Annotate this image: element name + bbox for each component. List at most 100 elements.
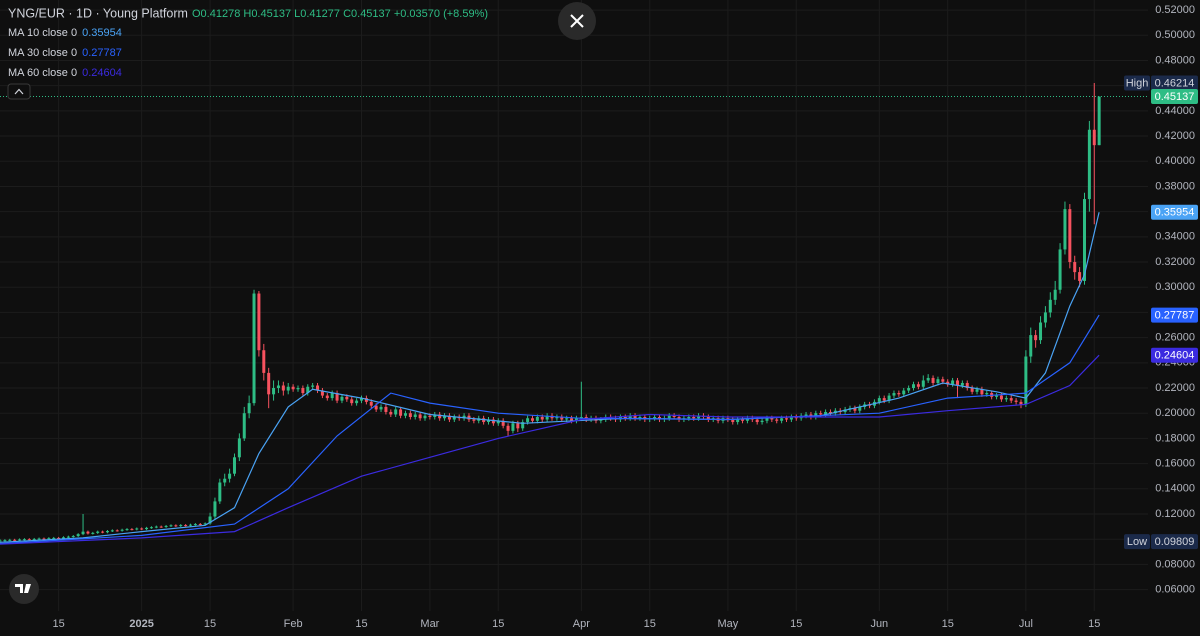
candle-body bbox=[252, 293, 256, 404]
candle-body bbox=[154, 526, 158, 528]
candle-body bbox=[174, 525, 178, 527]
candle-body bbox=[628, 415, 632, 419]
candle-body bbox=[66, 536, 70, 538]
marker-tag: High bbox=[1126, 77, 1149, 89]
candle-body bbox=[638, 416, 642, 419]
candle-body bbox=[995, 395, 999, 397]
candle-body bbox=[272, 388, 276, 395]
collapse-icon bbox=[14, 88, 24, 95]
candle-body bbox=[1053, 289, 1057, 300]
candle-body bbox=[0, 540, 2, 542]
candle-body bbox=[369, 401, 373, 406]
candle-body bbox=[653, 416, 657, 419]
candle-body bbox=[555, 416, 559, 419]
candle-body bbox=[71, 536, 75, 538]
candle-body bbox=[276, 385, 280, 389]
candle-body bbox=[521, 422, 525, 429]
price-label: 0.27787 bbox=[1155, 310, 1195, 322]
candle-body bbox=[560, 416, 564, 420]
y-tick-label: 0.30000 bbox=[1155, 281, 1195, 293]
logo-badge bbox=[9, 574, 39, 604]
legend-value: 0.24604 bbox=[82, 67, 122, 79]
candle-body bbox=[1082, 199, 1086, 281]
y-tick-label: 0.16000 bbox=[1155, 458, 1195, 470]
candle-body bbox=[731, 419, 735, 423]
price-label: 0.46214 bbox=[1155, 77, 1195, 89]
candle-body bbox=[433, 414, 437, 417]
candle-body bbox=[345, 396, 349, 400]
candle-body bbox=[941, 379, 945, 382]
y-tick-label: 0.14000 bbox=[1155, 483, 1195, 495]
price-label-box bbox=[1151, 75, 1198, 91]
candle-body bbox=[242, 413, 246, 439]
candle-body bbox=[57, 537, 61, 540]
candle-body bbox=[228, 473, 232, 479]
candle-body bbox=[76, 534, 80, 537]
candle-body bbox=[1039, 322, 1043, 341]
x-tick-label: 15 bbox=[355, 618, 367, 630]
candle-body bbox=[877, 398, 881, 402]
grid bbox=[0, 0, 1148, 611]
candle-body bbox=[52, 537, 56, 539]
candle-body bbox=[1014, 400, 1018, 402]
candle-body bbox=[325, 395, 329, 399]
candle-body bbox=[62, 537, 66, 540]
candle-body bbox=[623, 416, 627, 419]
candle-body bbox=[692, 416, 696, 419]
x-tick-label: Apr bbox=[573, 618, 590, 630]
candle-body bbox=[633, 415, 637, 419]
candle-body bbox=[496, 420, 500, 424]
candle-body bbox=[1029, 335, 1033, 357]
candle-body bbox=[1043, 312, 1047, 323]
candle-body bbox=[1034, 335, 1038, 341]
candle-body bbox=[1073, 262, 1077, 273]
candle-body bbox=[951, 380, 955, 385]
candle-body bbox=[672, 415, 676, 417]
x-tick-label: May bbox=[717, 618, 738, 630]
candle-body bbox=[428, 415, 432, 417]
y-tick-label: 0.40000 bbox=[1155, 155, 1195, 167]
candle-body bbox=[140, 528, 144, 530]
candle-body bbox=[389, 411, 393, 415]
candle-body bbox=[379, 406, 383, 410]
candle-body bbox=[487, 419, 491, 423]
candle-body bbox=[491, 419, 495, 424]
legend-value: 0.27787 bbox=[82, 47, 122, 59]
candle-body bbox=[247, 403, 251, 414]
candle-body bbox=[882, 398, 886, 401]
candle-body bbox=[1063, 209, 1067, 250]
price-label-box bbox=[1151, 89, 1198, 105]
candle-body bbox=[545, 415, 549, 420]
candle-body bbox=[530, 418, 534, 421]
candle-body bbox=[745, 418, 749, 421]
candle-body bbox=[999, 395, 1003, 400]
candle-body bbox=[1024, 356, 1028, 405]
y-tick-label: 0.26000 bbox=[1155, 332, 1195, 344]
marker-tag-box bbox=[1124, 534, 1150, 550]
candle-body bbox=[340, 396, 344, 401]
candle-body bbox=[1019, 401, 1023, 405]
candle-body bbox=[980, 389, 984, 395]
candle-body bbox=[858, 406, 862, 411]
candle-body bbox=[1087, 129, 1091, 200]
candle-body bbox=[794, 416, 798, 419]
candle-body bbox=[330, 393, 334, 399]
x-tick-label: 15 bbox=[942, 618, 954, 630]
candle-body bbox=[149, 527, 153, 529]
candle-body bbox=[926, 377, 930, 381]
candle-body bbox=[267, 372, 271, 395]
candle-body bbox=[135, 528, 139, 530]
candle-body bbox=[423, 415, 427, 419]
candle-body bbox=[189, 524, 193, 526]
price-label: 0.45137 bbox=[1155, 91, 1195, 103]
candle-body bbox=[970, 388, 974, 392]
candle-body bbox=[775, 419, 779, 421]
candle-body bbox=[105, 531, 109, 533]
candle-body bbox=[179, 525, 183, 527]
y-tick-label: 0.18000 bbox=[1155, 432, 1195, 444]
candle-body bbox=[169, 525, 173, 527]
x-tick-label: 15 bbox=[52, 618, 64, 630]
collapse-button[interactable] bbox=[7, 83, 31, 100]
x-tick-label: Feb bbox=[284, 618, 303, 630]
